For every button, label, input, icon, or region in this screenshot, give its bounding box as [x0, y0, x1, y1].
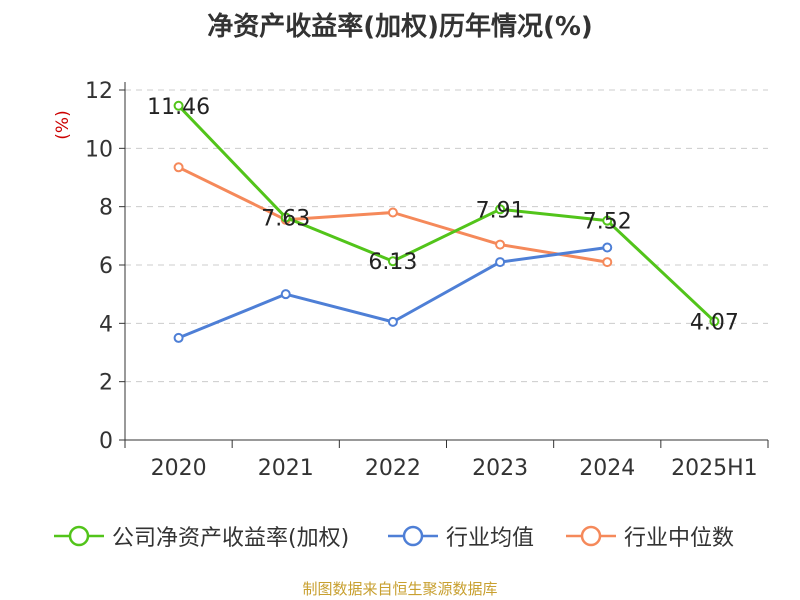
y-tick-label-10: 10 — [85, 137, 113, 162]
y-tick-label-4: 4 — [99, 312, 113, 337]
x-tick-label-2021: 2021 — [258, 456, 314, 481]
legend-item-company-roe[interactable]: 公司净资产收益率(加权) — [54, 521, 349, 551]
point-s1-2021 — [280, 289, 291, 300]
data-label-2021: 7.63 — [261, 206, 310, 231]
y-axis-label: (%) — [53, 110, 73, 139]
data-label-2023: 7.91 — [476, 198, 525, 223]
point-s0-2022 — [387, 256, 398, 267]
y-tick-label-0: 0 — [99, 429, 113, 454]
point-s0-2024 — [602, 215, 613, 226]
series-lines — [173, 100, 720, 343]
gridlines — [125, 89, 768, 383]
point-s0-2021 — [280, 212, 291, 223]
x-tick-label-2023: 2023 — [472, 456, 528, 481]
legend-item-industry-mean[interactable]: 行业均值 — [388, 521, 534, 551]
data-label-2025H1: 4.07 — [690, 310, 739, 335]
data-label-2024: 7.52 — [583, 210, 632, 235]
legend-item-industry-median[interactable]: 行业中位数 — [566, 521, 734, 551]
y-tick-label-12: 12 — [85, 79, 113, 104]
x-tick-label-2025H1: 2025H1 — [671, 456, 758, 481]
legend-marker-industry-median — [566, 525, 616, 547]
data-label-2020: 11.46 — [147, 95, 210, 120]
series-line-0 — [177, 104, 716, 323]
point-s0-2023 — [495, 204, 506, 215]
point-s1-2022 — [387, 316, 398, 327]
point-s2-2023 — [495, 239, 506, 250]
x-tick-label-2020: 2020 — [151, 456, 207, 481]
point-s0-2020 — [173, 100, 184, 111]
data-label-2022: 6.13 — [368, 250, 417, 275]
legend-marker-company-roe — [54, 525, 104, 547]
point-s2-2022 — [387, 207, 398, 218]
y-tick-label-2: 2 — [99, 371, 113, 396]
legend-label-company-roe: 公司净资产收益率(加权) — [112, 526, 350, 551]
legend-marker-industry-mean — [388, 525, 438, 547]
legend-label-industry-mean: 行业均值 — [446, 526, 535, 551]
point-s1-2024 — [602, 242, 613, 253]
legend-label-industry-median: 行业中位数 — [624, 526, 735, 551]
x-tick-label-2024: 2024 — [579, 456, 635, 481]
point-s2-2020 — [173, 162, 184, 173]
chart-title: 净资产收益率(加权)历年情况(%) — [207, 12, 593, 42]
point-s0-2025H1 — [709, 316, 720, 327]
axes: 0 2 4 6 8 10 12 2020 2021 2022 2023 2024 2025H1 — [85, 79, 769, 481]
y-tick-label-6: 6 — [99, 254, 113, 279]
y-tick-label-8: 8 — [99, 196, 113, 221]
x-tick-label-2022: 2022 — [365, 456, 421, 481]
point-s1-2023 — [495, 257, 506, 268]
point-s2-2024 — [602, 257, 613, 268]
data-labels: 11.46 7.63 6.13 7.91 7.52 4.07 — [147, 95, 739, 336]
point-s1-2020 — [173, 332, 184, 343]
source-note: 制图数据来自恒生聚源数据库 — [302, 580, 498, 598]
